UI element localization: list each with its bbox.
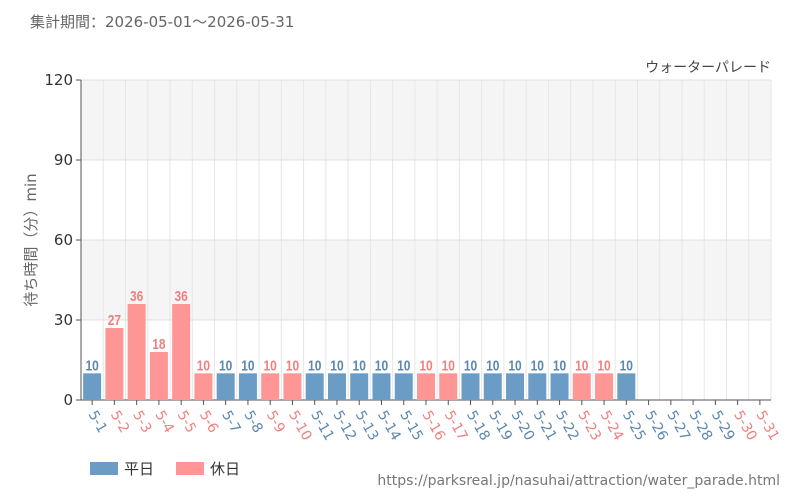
data-label: 10 <box>508 357 521 374</box>
y-tick-label: 120 <box>44 71 73 89</box>
bar-5-10 <box>283 373 302 400</box>
x-tick-label: 5-31 <box>752 408 782 444</box>
bar-5-16 <box>417 373 435 400</box>
x-tick-label: 5-4 <box>151 408 176 436</box>
data-label: 10 <box>486 357 499 374</box>
grid-band <box>81 240 771 320</box>
data-label: 10 <box>464 357 477 374</box>
bar-5-13 <box>350 373 369 400</box>
data-label: 18 <box>152 336 166 353</box>
bar-5-17 <box>439 373 458 400</box>
x-tick-label: 5-1 <box>85 408 110 436</box>
legend-label-weekday: 平日 <box>124 460 155 478</box>
data-label: 10 <box>308 357 321 374</box>
data-label: 10 <box>531 357 544 374</box>
bar-5-25 <box>617 373 636 400</box>
data-label: 10 <box>375 357 388 374</box>
bar-5-11 <box>305 373 324 400</box>
source-url: https://parksreal.jp/nasuhai/attraction/… <box>377 473 780 489</box>
bar-5-9 <box>261 373 280 400</box>
grid-band <box>81 80 771 160</box>
data-label: 10 <box>219 357 232 374</box>
bar-5-5 <box>172 304 191 400</box>
bar-5-18 <box>461 373 480 400</box>
legend-swatch-holiday <box>176 462 205 475</box>
data-label: 10 <box>85 357 98 374</box>
data-label: 10 <box>286 357 299 374</box>
y-tick-label: 90 <box>54 151 73 169</box>
data-label: 36 <box>174 288 188 305</box>
data-label: 10 <box>553 357 566 374</box>
data-label: 10 <box>330 357 343 374</box>
x-tick-label: 5-9 <box>263 408 288 436</box>
data-label: 10 <box>597 357 610 374</box>
bar-5-21 <box>528 373 547 400</box>
bar-5-12 <box>327 373 346 400</box>
x-tick-label: 5-5 <box>174 408 199 436</box>
y-tick-label: 60 <box>54 231 73 249</box>
bar-5-14 <box>372 373 391 400</box>
data-label: 36 <box>130 288 144 305</box>
bar-5-2 <box>105 328 124 400</box>
chart-title: ウォーターパレード <box>645 60 771 76</box>
data-label: 10 <box>620 357 633 374</box>
bar-5-1 <box>83 373 102 400</box>
y-tick-label: 0 <box>63 391 73 409</box>
bar-5-8 <box>238 373 257 400</box>
y-axis-label: 待ち時間（分）min <box>22 173 40 306</box>
legend-label-holiday: 休日 <box>210 460 241 478</box>
bar-5-7 <box>216 373 235 400</box>
x-tick-label: 5-8 <box>240 408 265 436</box>
y-tick-label: 30 <box>54 311 73 329</box>
bar-5-6 <box>194 373 213 400</box>
bar-5-20 <box>506 373 525 400</box>
x-tick-label: 5-7 <box>218 408 243 436</box>
data-label: 10 <box>575 357 588 374</box>
bar-5-22 <box>550 373 569 400</box>
data-label: 10 <box>197 357 210 374</box>
data-label: 10 <box>397 357 410 374</box>
data-label: 10 <box>353 357 366 374</box>
data-label: 10 <box>442 357 455 374</box>
x-tick-label: 5-2 <box>107 408 132 436</box>
x-tick-label: 5-6 <box>196 408 221 436</box>
legend-swatch-weekday <box>90 462 118 475</box>
data-label: 10 <box>241 357 254 374</box>
data-label: 10 <box>264 357 277 374</box>
legend: 平日 休日 <box>90 458 240 479</box>
legend-item-holiday: 休日 <box>176 458 240 479</box>
bar-5-3 <box>127 304 146 400</box>
bar-5-19 <box>483 373 502 400</box>
bar-5-15 <box>394 373 413 400</box>
collection-period: 集計期間：2026-05-01～2026-05-31 <box>30 13 295 31</box>
data-label: 27 <box>108 312 121 329</box>
bar-5-24 <box>595 373 614 400</box>
bar-5-4 <box>149 352 168 400</box>
x-tick-label: 5-3 <box>129 408 154 436</box>
data-label: 10 <box>419 357 432 374</box>
legend-item-weekday: 平日 <box>90 458 154 479</box>
bar-5-23 <box>572 373 591 400</box>
